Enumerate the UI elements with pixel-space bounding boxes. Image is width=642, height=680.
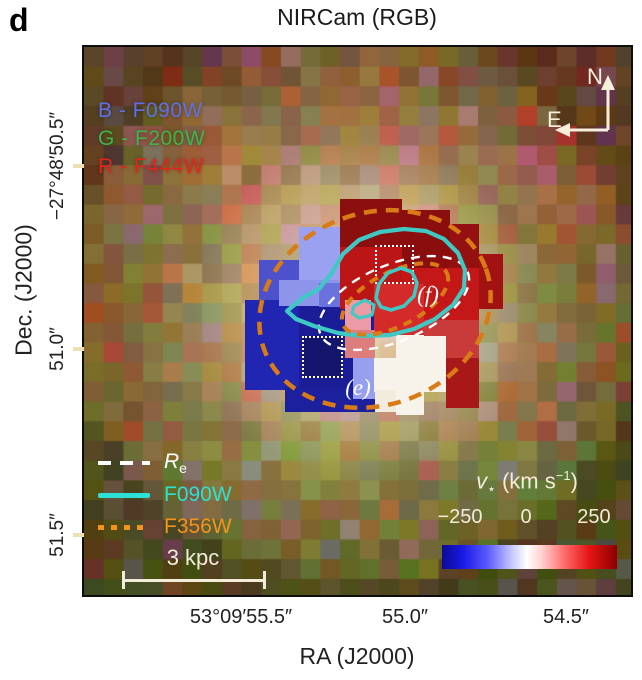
panel-letter: d xyxy=(9,2,29,38)
colorbar-unit: (km s xyxy=(495,468,556,494)
scale-bar: 3 kpc xyxy=(108,545,278,595)
region-labels: (e) (f) xyxy=(84,47,631,595)
nircam-rgb-image: (e) (f) B - F090W G - F200W R - F444W N E R… xyxy=(82,45,633,597)
contour-legend-row-f356w: F356W xyxy=(98,511,298,543)
f356w-inner-contour xyxy=(339,261,451,337)
y-axis-tick-label: 51.5″ xyxy=(47,513,68,557)
scale-bar-left-cap xyxy=(122,571,125,589)
region-label-f: (f) xyxy=(417,282,439,307)
x-axis-tick-label: 53°09′55.5″ xyxy=(189,606,293,628)
scale-bar-line xyxy=(122,579,265,582)
velocity-cell xyxy=(319,283,341,307)
colorbar-tick-label: −250 xyxy=(437,506,483,528)
y-axis-tick-label: 51.0″ xyxy=(47,327,68,371)
colorbar-star-subscript: ⋆ xyxy=(487,480,496,497)
contour-legend-row-re: Re xyxy=(98,447,298,479)
re-dashed-line-swatch xyxy=(98,461,150,465)
y-axis-tick-mark xyxy=(73,347,84,351)
f090w-small-contour xyxy=(350,298,376,320)
x-axis-tick-mark xyxy=(405,45,409,47)
scale-bar-label: 3 kpc xyxy=(166,545,220,570)
rgb-filter-legend: B - F090W G - F200W R - F444W xyxy=(98,97,205,181)
y-axis-tick-mark xyxy=(73,533,84,537)
contour-overlay xyxy=(257,207,493,411)
colorbar-tick-label: 250 xyxy=(577,506,611,528)
colorbar-variable: v xyxy=(476,468,488,494)
f356w-outer-contour xyxy=(257,207,493,411)
rgb-legend-f090w: B - F090W xyxy=(98,99,203,122)
aperture-boxes xyxy=(84,47,631,595)
colorbar-gradient xyxy=(442,545,617,569)
aperture-e xyxy=(302,336,343,378)
contour-legend: Re F090W F356W xyxy=(98,447,298,543)
f090w-inner-contour xyxy=(374,266,419,312)
x-axis-tick-mark xyxy=(241,45,245,47)
scale-bar-right-cap xyxy=(263,571,266,589)
colorbar-exponent: −1 xyxy=(555,468,571,483)
contour-legend-row-f090w: F090W xyxy=(98,479,298,511)
f356w-dotted-line-swatch xyxy=(98,524,150,530)
compass-north-label: N xyxy=(587,64,603,89)
compass-east-label: E xyxy=(547,107,562,132)
rgb-legend-f200w: G - F200W xyxy=(98,127,206,150)
velocity-cell xyxy=(302,336,343,378)
compass: N E xyxy=(539,62,624,152)
colorbar-tick-label: 0 xyxy=(520,506,532,528)
x-axis-tick-label: 54.5″ xyxy=(542,606,590,628)
x-axis-title: RA (J2000) xyxy=(299,643,415,669)
y-axis-title: Dec. (J2000) xyxy=(10,224,37,356)
contour-legend-label: F090W xyxy=(164,483,232,506)
velocity-cell xyxy=(446,358,479,408)
region-label-e: (e) xyxy=(345,375,371,400)
rgb-legend-f444w: R - F444W xyxy=(98,155,205,178)
contour-legend-label: F356W xyxy=(164,515,232,538)
velocity-cell xyxy=(353,347,375,399)
figure-title: NIRCam (RGB) xyxy=(277,4,437,30)
velocity-cell xyxy=(422,336,446,358)
velocity-cell xyxy=(340,199,402,247)
y-axis-tick-label: −27°48′50.5″ xyxy=(47,111,68,221)
f090w-solid-line-swatch xyxy=(98,492,150,498)
velocity-colorbar: v⋆ (km s−1) −250 0 250 xyxy=(434,462,619,572)
colorbar-unit-close: ) xyxy=(570,468,578,494)
colorbar-title: v⋆ (km s−1) xyxy=(476,468,578,498)
x-axis-tick-mark xyxy=(566,45,570,47)
re-ellipse-contour xyxy=(317,254,471,352)
compass-arrows-icon xyxy=(555,75,615,137)
f090w-outer-contour xyxy=(284,226,468,339)
x-axis-tick-label: 55.0″ xyxy=(381,606,429,628)
y-axis-tick-mark xyxy=(73,164,84,168)
aperture-f xyxy=(375,245,414,284)
contour-legend-label: Re xyxy=(164,449,187,477)
